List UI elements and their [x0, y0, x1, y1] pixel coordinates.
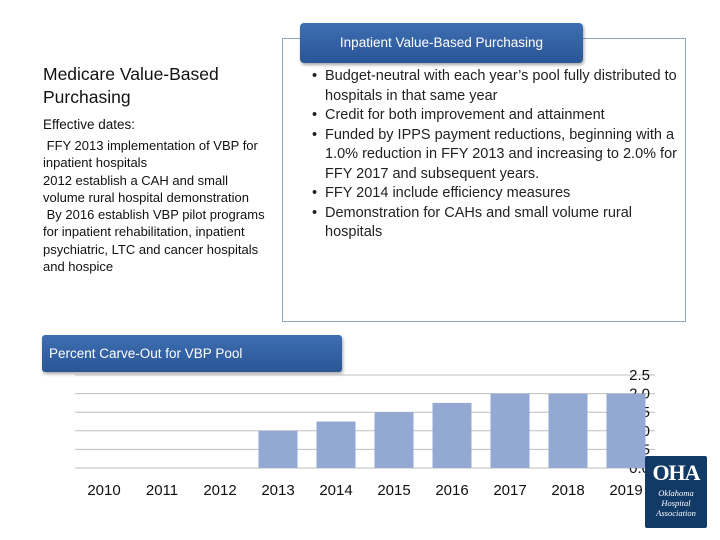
vbp-bullet: Funded by IPPS payment reductions, begin… [308, 126, 680, 185]
effective-date-item: FFY 2013 implementation of VBP for inpat… [43, 138, 262, 171]
effective-date-item: 2012 establish a CAH and small volume ru… [43, 172, 249, 205]
x-tick-label: 2012 [203, 482, 236, 499]
vbp-bullet: Demonstration for CAHs and small volume … [308, 204, 680, 243]
oha-logo-mark: OHA [652, 460, 700, 485]
oha-logo-line: Oklahoma [658, 488, 694, 498]
vbp-header: Inpatient Value-Based Purchasing [300, 23, 583, 63]
oha-logo: OHA Oklahoma Hospital Association [645, 456, 707, 528]
bar [258, 430, 298, 468]
x-tick-label: 2014 [319, 482, 352, 499]
vbp-bullet: Budget-neutral with each year’s pool ful… [308, 67, 680, 106]
bar [316, 421, 356, 468]
vbp-bullet: FFY 2014 include efficiency measures [308, 184, 680, 204]
bar [606, 393, 646, 468]
x-tick-label: 2019 [609, 482, 642, 499]
bar [548, 393, 588, 468]
x-tick-label: 2011 [146, 482, 178, 499]
x-tick-label: 2010 [87, 482, 120, 499]
vbp-bullet-list: Budget-neutral with each year’s pool ful… [308, 67, 680, 243]
x-tick-label: 2017 [493, 482, 526, 499]
vbp-bullet: Credit for both improvement and attainme… [308, 106, 680, 126]
effective-dates-heading: Effective dates: [43, 117, 136, 132]
oha-logo-text: Oklahoma Hospital Association [648, 488, 704, 518]
effective-date-item: By 2016 establish VBP pilot programs for… [43, 207, 269, 275]
oha-logo-line: Hospital [661, 498, 691, 508]
y-tick-label: 2.5 [629, 367, 650, 384]
x-tick-label: 2016 [435, 482, 468, 499]
bar [490, 393, 530, 468]
bar [374, 412, 414, 468]
x-tick-label: 2018 [551, 482, 584, 499]
bar [432, 402, 472, 468]
medicare-title: Medicare Value-Based Purchasing [43, 64, 219, 107]
x-tick-label: 2013 [261, 482, 294, 499]
carve-out-bar-chart: 0.00.51.01.52.02.52010201120122013201420… [75, 367, 655, 499]
effective-dates-list: FFY 2013 implementation of VBP for inpat… [43, 137, 268, 275]
x-tick-label: 2015 [377, 482, 410, 499]
oha-logo-line: Association [656, 508, 696, 518]
chart-title: Percent Carve-Out for VBP Pool [42, 335, 342, 372]
